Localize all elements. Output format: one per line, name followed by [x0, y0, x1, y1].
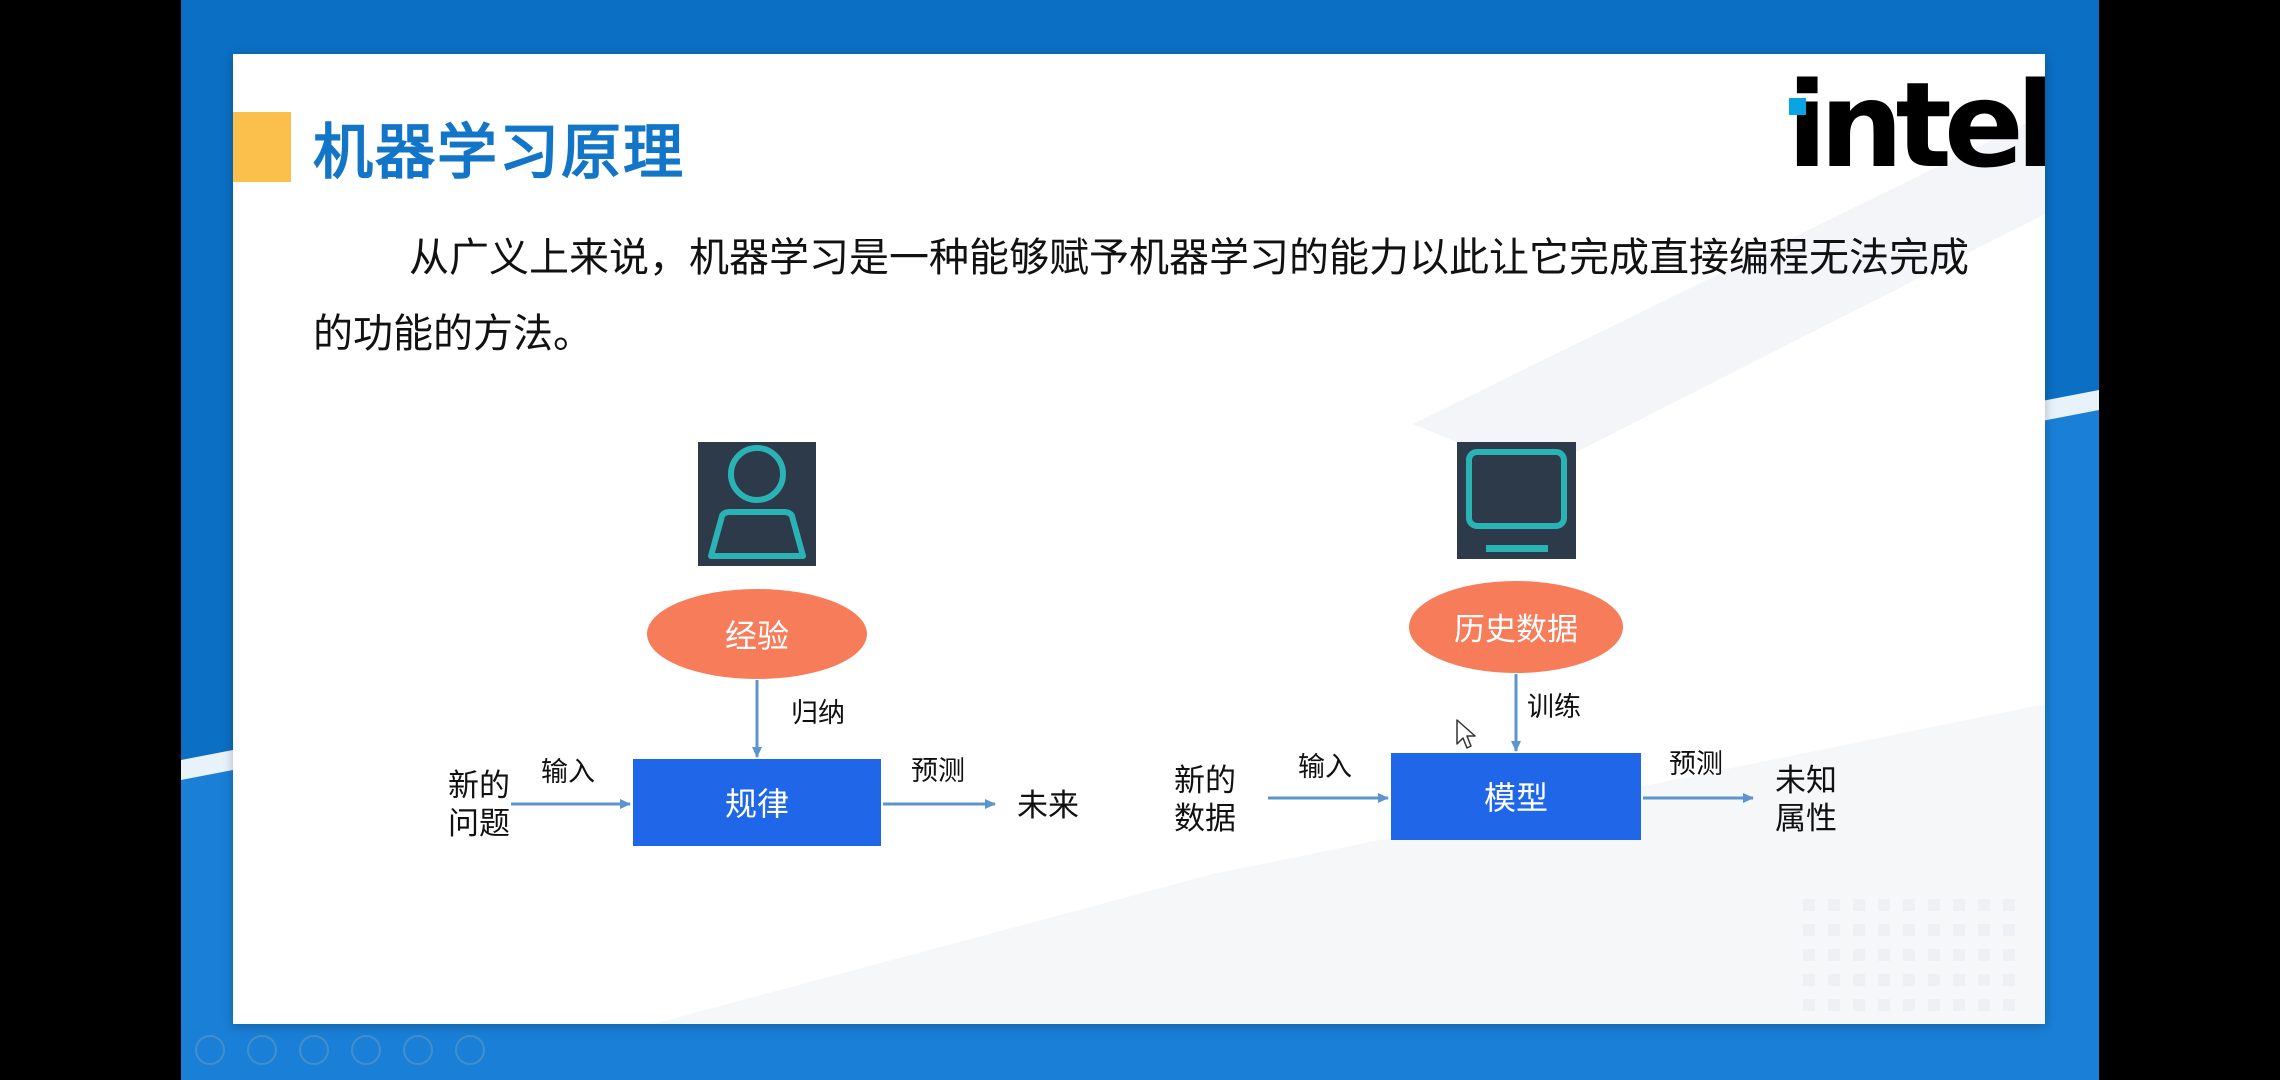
- left-output-arrow-label: 预测: [911, 756, 965, 787]
- model-box: 模型: [1391, 753, 1641, 840]
- monitor-icon: [1457, 442, 1576, 559]
- toolbar-pages-icon[interactable]: [351, 1035, 381, 1065]
- watermark-shapes: [653, 114, 2045, 1024]
- right-output-arrow-label: 预测: [1669, 749, 1723, 780]
- new-problem-label-line2: 问题: [448, 806, 510, 842]
- intro-text: 从广义上来说，机器学习是一种能够赋予机器学习的能力以此让它完成直接编程无法完成的…: [313, 235, 1969, 357]
- intro-paragraph: 从广义上来说，机器学习是一种能够赋予机器学习的能力以此让它完成直接编程无法完成的…: [313, 220, 1993, 372]
- ml-principle-diagram: 经验 归纳 规律 新的 问题 输入 预测 未来 历史数据: [448, 442, 1837, 846]
- toolbar-next-icon[interactable]: [247, 1035, 277, 1065]
- unknown-attribute-label-line1: 未知: [1775, 763, 1837, 799]
- logo-wordmark: intel: [1787, 56, 2045, 194]
- title-accent-bar: [233, 112, 291, 182]
- new-data-label-line2: 数据: [1174, 801, 1236, 837]
- history-data-oval: 历史数据: [1409, 581, 1623, 673]
- rule-box: 规律: [633, 759, 881, 846]
- intel-logo: intel: [1787, 66, 2045, 184]
- experience-oval-label: 经验: [725, 617, 789, 655]
- toolbar-zoom-out-icon[interactable]: [455, 1035, 485, 1065]
- left-input-arrow-label: 输入: [541, 757, 595, 788]
- new-data-label-line1: 新的: [1174, 763, 1236, 799]
- model-box-label: 模型: [1484, 779, 1548, 817]
- toolbar-zoom-in-icon[interactable]: [403, 1035, 433, 1065]
- toolbar-pen-icon[interactable]: [299, 1035, 329, 1065]
- logo-dot-icon: [1789, 98, 1806, 115]
- unknown-attribute-label-line2: 属性: [1775, 801, 1837, 837]
- toolbar-prev-icon[interactable]: [195, 1035, 225, 1065]
- new-problem-label-line1: 新的: [448, 768, 510, 804]
- future-label: 未来: [1017, 788, 1079, 824]
- training-label: 训练: [1527, 692, 1581, 723]
- right-input-arrow-label: 输入: [1298, 752, 1352, 783]
- slide-card: 机器学习原理 intel 从广义上来说，机器学习是一种能够赋予机器学习的能力以此…: [233, 54, 2045, 1024]
- experience-oval: 经验: [647, 589, 867, 679]
- mouse-cursor-icon: [1456, 719, 1476, 749]
- induction-label: 归纳: [791, 698, 845, 729]
- slide-title: 机器学习原理: [313, 118, 685, 188]
- person-icon: [698, 442, 816, 566]
- rule-box-label: 规律: [725, 785, 789, 823]
- history-data-oval-label: 历史数据: [1454, 612, 1578, 648]
- viewer-toolbar: [195, 1035, 485, 1069]
